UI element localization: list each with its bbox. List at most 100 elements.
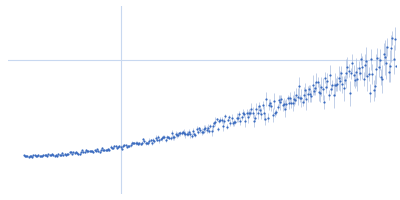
Point bbox=[168, 131, 175, 135]
Point bbox=[158, 137, 165, 140]
Point bbox=[296, 85, 302, 88]
Point bbox=[248, 107, 255, 110]
Point bbox=[299, 101, 306, 104]
Point bbox=[225, 118, 231, 121]
Point bbox=[243, 111, 250, 114]
Point bbox=[231, 121, 237, 124]
Point bbox=[145, 141, 151, 145]
Point bbox=[104, 148, 110, 152]
Point bbox=[74, 152, 80, 155]
Point bbox=[62, 152, 68, 155]
Point bbox=[115, 145, 121, 148]
Point bbox=[96, 150, 103, 153]
Point bbox=[382, 56, 388, 59]
Point bbox=[251, 119, 257, 122]
Point bbox=[198, 130, 205, 133]
Point bbox=[319, 88, 326, 91]
Point bbox=[192, 134, 199, 137]
Point bbox=[274, 105, 281, 108]
Point bbox=[388, 47, 394, 50]
Point bbox=[227, 121, 234, 124]
Point bbox=[353, 70, 359, 74]
Point bbox=[313, 81, 320, 84]
Point bbox=[261, 112, 267, 115]
Point bbox=[147, 139, 154, 142]
Point bbox=[329, 84, 336, 87]
Point bbox=[185, 132, 191, 135]
Point bbox=[195, 130, 201, 133]
Point bbox=[106, 148, 113, 151]
Point bbox=[304, 93, 311, 96]
Point bbox=[228, 116, 235, 120]
Point bbox=[186, 130, 192, 133]
Point bbox=[188, 134, 195, 137]
Point bbox=[286, 101, 292, 104]
Point bbox=[220, 124, 226, 127]
Point bbox=[218, 118, 225, 122]
Point bbox=[232, 120, 238, 123]
Point bbox=[253, 107, 260, 110]
Point bbox=[81, 151, 88, 154]
Point bbox=[142, 141, 149, 144]
Point bbox=[174, 133, 180, 137]
Point bbox=[53, 153, 59, 157]
Point bbox=[155, 135, 161, 138]
Point bbox=[327, 74, 333, 77]
Point bbox=[141, 140, 148, 143]
Point bbox=[354, 78, 360, 81]
Point bbox=[230, 122, 236, 125]
Point bbox=[233, 116, 240, 119]
Point bbox=[190, 129, 196, 132]
Point bbox=[221, 119, 227, 123]
Point bbox=[217, 118, 224, 121]
Point bbox=[85, 150, 92, 153]
Point bbox=[80, 150, 86, 153]
Point bbox=[122, 144, 129, 147]
Point bbox=[356, 66, 362, 69]
Point bbox=[49, 152, 55, 155]
Point bbox=[200, 130, 206, 133]
Point bbox=[374, 56, 380, 60]
Point bbox=[28, 154, 34, 158]
Point bbox=[105, 147, 112, 151]
Point bbox=[154, 138, 160, 141]
Point bbox=[386, 64, 393, 67]
Point bbox=[290, 101, 296, 105]
Point bbox=[98, 148, 104, 152]
Point bbox=[360, 77, 367, 81]
Point bbox=[393, 64, 399, 67]
Point bbox=[226, 115, 232, 119]
Point bbox=[152, 136, 159, 139]
Point bbox=[44, 155, 50, 158]
Point bbox=[139, 141, 145, 145]
Point bbox=[54, 155, 60, 158]
Point bbox=[367, 91, 373, 95]
Point bbox=[292, 98, 298, 101]
Point bbox=[75, 152, 82, 156]
Point bbox=[352, 79, 358, 82]
Point bbox=[284, 96, 291, 100]
Point bbox=[178, 132, 185, 135]
Point bbox=[309, 84, 316, 87]
Point bbox=[191, 132, 197, 136]
Point bbox=[242, 119, 248, 123]
Point bbox=[140, 138, 146, 141]
Point bbox=[90, 151, 96, 154]
Point bbox=[271, 99, 277, 103]
Point bbox=[29, 155, 36, 159]
Point bbox=[223, 125, 230, 128]
Point bbox=[23, 155, 29, 158]
Point bbox=[246, 111, 252, 115]
Point bbox=[50, 153, 57, 156]
Point bbox=[64, 153, 70, 156]
Point bbox=[312, 87, 318, 90]
Point bbox=[298, 96, 304, 99]
Point bbox=[146, 139, 152, 142]
Point bbox=[205, 126, 211, 129]
Point bbox=[86, 150, 93, 153]
Point bbox=[310, 89, 317, 93]
Point bbox=[214, 118, 220, 121]
Point bbox=[247, 111, 254, 114]
Point bbox=[118, 145, 124, 149]
Point bbox=[238, 116, 245, 119]
